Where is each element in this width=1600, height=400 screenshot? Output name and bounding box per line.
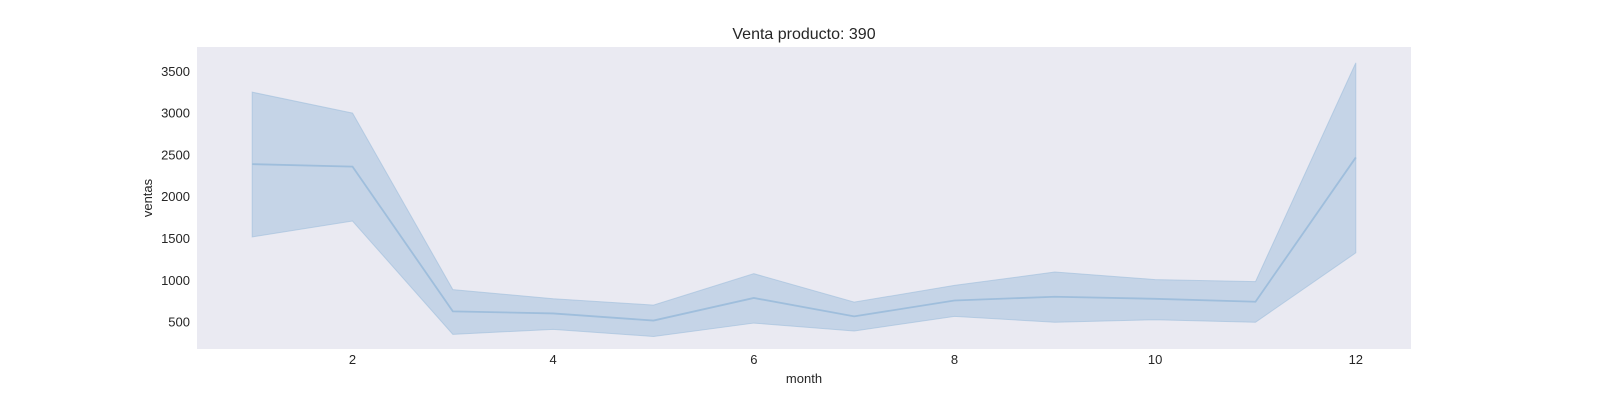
- y-tick-label: 1000: [161, 273, 190, 288]
- y-tick-label: 3500: [161, 64, 190, 79]
- x-tick-label: 4: [550, 352, 557, 367]
- series-line: [252, 156, 1357, 322]
- x-tick-label: 2: [349, 352, 356, 367]
- data-point: [852, 314, 856, 318]
- data-point: [752, 296, 756, 300]
- data-point: [1153, 297, 1157, 301]
- data-point: [1053, 295, 1057, 299]
- confidence-band: [251, 62, 1357, 337]
- x-axis-label: month: [786, 371, 822, 386]
- data-point: [351, 165, 355, 169]
- x-tick-label: 6: [750, 352, 757, 367]
- data-point: [250, 162, 254, 166]
- data-point: [952, 298, 956, 302]
- y-tick-label: 500: [168, 315, 190, 330]
- data-point: [652, 319, 656, 323]
- x-tick-label: 8: [951, 352, 958, 367]
- chart-title: Venta producto: 390: [732, 26, 875, 43]
- x-tick-label: 12: [1349, 352, 1363, 367]
- data-point: [451, 309, 455, 313]
- y-tick-label: 2000: [161, 189, 190, 204]
- x-axis-ticks: 2 4 6 8 10 12: [349, 352, 1363, 367]
- y-axis-label: ventas: [140, 178, 155, 217]
- confidence-band-layer: [251, 62, 1357, 337]
- data-point: [1354, 155, 1358, 159]
- y-tick-label: 1500: [161, 231, 190, 246]
- x-tick-label: 10: [1148, 352, 1162, 367]
- data-point: [551, 311, 555, 315]
- y-tick-label: 2500: [161, 147, 190, 162]
- y-tick-label: 3000: [161, 106, 190, 121]
- data-point: [1253, 300, 1257, 304]
- y-axis-ticks: 500 1000 1500 2000 2500 3000 3500: [161, 64, 190, 330]
- series-line-layer: [250, 155, 1358, 323]
